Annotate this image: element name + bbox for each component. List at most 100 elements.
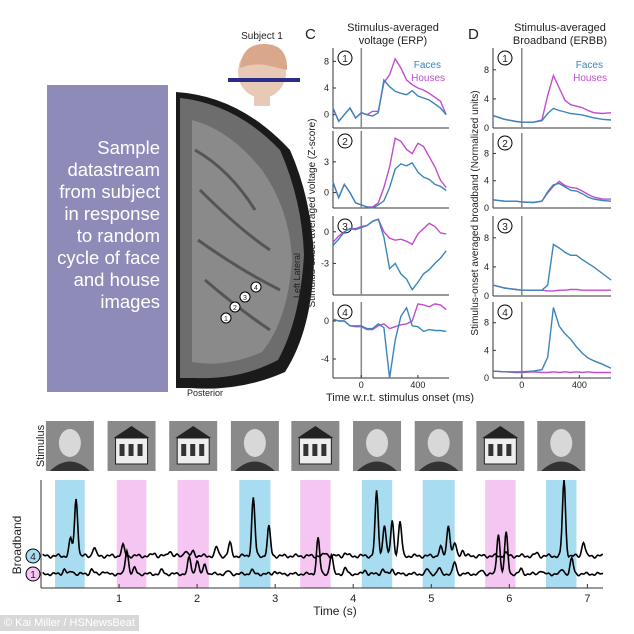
house-stimulus-image [107, 421, 156, 471]
channel-badge [25, 566, 41, 582]
face-stimulus-image [45, 421, 94, 471]
face-icon [58, 429, 81, 457]
y-tick-label: 0 [484, 373, 489, 383]
shoulders [541, 461, 582, 471]
subplot-label: 2 [342, 137, 348, 148]
subplot-label: 4 [342, 308, 348, 319]
channel-label: 1 [30, 570, 36, 581]
faces-line-3 [332, 218, 447, 291]
house-stimulus-image [476, 421, 525, 471]
house-stimulus-band [116, 480, 147, 588]
y-tick-label: -4 [321, 354, 329, 364]
faces-line-2 [492, 182, 612, 204]
y-tick-label: 0 [484, 123, 489, 133]
erbb-ylabel: Stimulus-onset averaged broadband (Norma… [470, 90, 481, 335]
svg-text:4: 4 [254, 285, 258, 292]
x-tick-label: 400 [410, 380, 425, 390]
subplot-label: 3 [502, 222, 508, 233]
house-stimulus-image [169, 421, 218, 471]
time-xlabel: Time (s) [313, 604, 357, 618]
x-tick-label: 6 [506, 593, 512, 605]
broadband-trace-channel-1 [42, 531, 604, 577]
x-tick-label: 7 [584, 593, 590, 605]
houses-line-3 [492, 284, 611, 292]
electrode-3: 3 [239, 291, 251, 303]
electrode-1: 1 [220, 312, 232, 324]
y-tick-label: 4 [484, 176, 489, 186]
window [506, 444, 512, 456]
house-stimulus-band [177, 480, 209, 588]
x-tick-label: 2 [194, 593, 200, 605]
x-tick-label: 0 [519, 380, 524, 390]
y-tick-label: 4 [484, 94, 489, 104]
erp-title: Stimulus-averaged voltage (ERP) [347, 22, 439, 47]
y-tick-label: 4 [484, 262, 489, 272]
faces-line-4 [492, 307, 612, 373]
channel-badge [25, 548, 41, 564]
face-stimulus-image [537, 421, 586, 471]
roof [482, 426, 519, 438]
shoulders [49, 461, 90, 471]
house-stimulus-image [291, 421, 340, 471]
x-tick-label: 1 [116, 593, 122, 605]
faces-line-4 [332, 306, 447, 379]
face-icon [366, 429, 389, 457]
subject-label: Subject 1 [241, 31, 283, 42]
head-icon [228, 44, 300, 106]
faces-line-3 [492, 243, 612, 291]
y-tick-label: 0 [484, 203, 489, 213]
electrode-2: 2 [229, 301, 241, 313]
house-stimulus-band [485, 480, 516, 588]
faces-line-1 [332, 78, 447, 123]
svg-text:3: 3 [243, 295, 247, 302]
y-tick-label: 0 [484, 291, 489, 301]
subplot-badge [337, 304, 353, 320]
face-icon [550, 429, 573, 457]
x-tick-label: 0 [359, 380, 364, 390]
y-tick-label: 8 [484, 148, 489, 158]
face-icon [427, 429, 450, 457]
face-icon [243, 429, 266, 457]
subplot-label: 4 [502, 308, 508, 319]
window [199, 444, 205, 456]
y-tick-label: 8 [484, 65, 489, 75]
broadband-trace-channel-4 [42, 480, 604, 559]
legend-houses: Houses [411, 73, 445, 84]
subplot-badge [497, 50, 513, 66]
shoulders [418, 461, 459, 471]
subplot-label: 1 [342, 54, 348, 65]
legend-faces: Faces [414, 60, 441, 71]
x-tick-label: 3 [272, 593, 278, 605]
subplot-badge [497, 135, 513, 151]
legend-faces: Faces [576, 60, 603, 71]
window [128, 444, 134, 456]
y-tick-label: -3 [321, 258, 329, 268]
roof [297, 426, 334, 438]
y-tick-label: 8 [484, 318, 489, 328]
window [303, 444, 309, 456]
svg-text:1: 1 [224, 316, 228, 323]
face-stimulus-band [55, 480, 85, 588]
erp-ylabel: Stimulus-onset averaged voltage (Z-score… [307, 119, 318, 308]
svg-text:2: 2 [233, 305, 237, 312]
window [190, 444, 196, 456]
panel-c-letter: C [305, 26, 316, 43]
panel-d-letter: D [468, 26, 479, 43]
subplot-label: 3 [342, 222, 348, 233]
y-tick-label: 3 [324, 157, 329, 167]
shared-xlabel: Time w.r.t. stimulus onset (ms) [326, 392, 474, 404]
shoulders [234, 461, 275, 471]
window [321, 444, 327, 456]
channel-label: 4 [30, 552, 36, 563]
y-tick-label: 8 [324, 56, 329, 66]
window [119, 444, 125, 456]
description-text: Sample datastream from subject in respon… [57, 137, 160, 312]
window [497, 444, 503, 456]
erbb-title: Stimulus-averaged Broadband (ERBB) [513, 22, 607, 47]
subplot-badge [337, 50, 353, 66]
y-tick-label: 0 [324, 316, 329, 326]
broadband-label: Broadband [10, 516, 24, 575]
y-tick-label: 8 [484, 233, 489, 243]
y-tick-label: 0 [324, 110, 329, 120]
faces-line-2 [332, 161, 447, 209]
